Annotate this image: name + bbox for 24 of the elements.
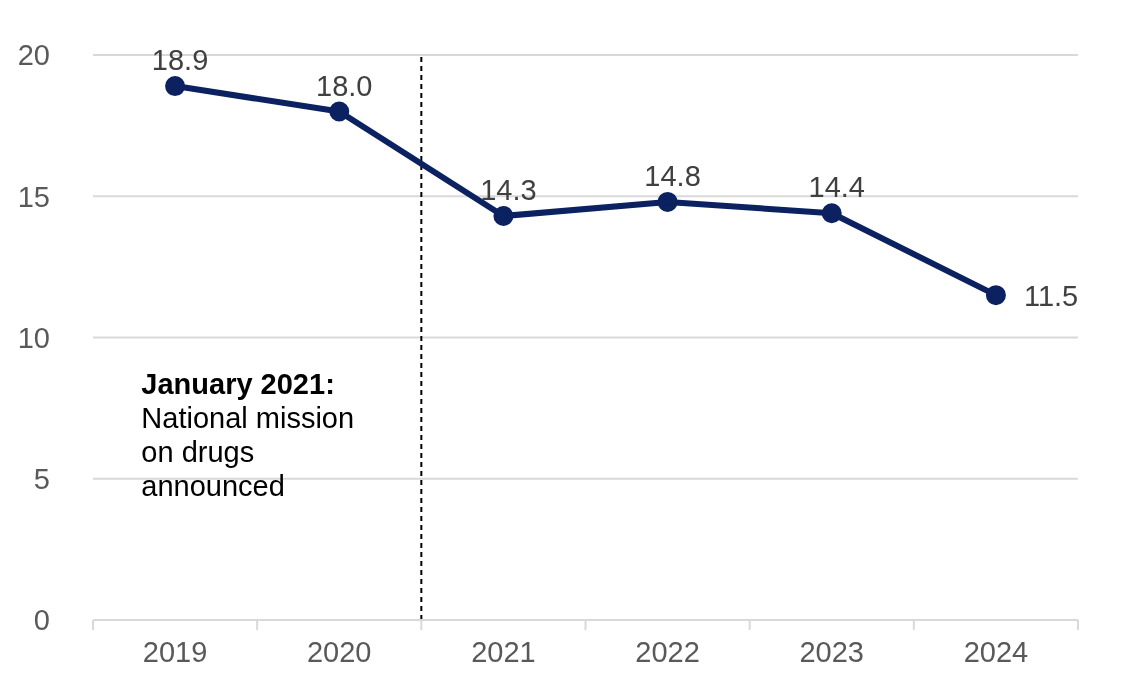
data-label: 18.9 bbox=[151, 44, 209, 77]
point bbox=[657, 191, 678, 212]
y-tick-label: 10 bbox=[17, 321, 50, 354]
point bbox=[329, 101, 350, 122]
x-tick-label: 2021 bbox=[471, 636, 536, 668]
data-label: 11.5 bbox=[1023, 280, 1079, 313]
point bbox=[821, 203, 842, 224]
x-tick-label: 2023 bbox=[799, 636, 865, 668]
x-tick-label: 2019 bbox=[142, 636, 208, 668]
x-tick-label: 2022 bbox=[635, 636, 700, 668]
y-tick-label: 0 bbox=[33, 604, 50, 637]
x-tick-label: 2020 bbox=[306, 636, 372, 668]
data-label: 14.4 bbox=[808, 171, 865, 204]
data-label: 14.3 bbox=[480, 174, 537, 207]
y-tick-label: 20 bbox=[17, 39, 50, 72]
x-tick-label: 2024 bbox=[963, 636, 1029, 668]
y-tick-label: 5 bbox=[33, 463, 50, 496]
point bbox=[165, 76, 186, 97]
ref-line-label: January 2021: National mission on drugs announced bbox=[141, 368, 355, 502]
data-label: 18.0 bbox=[316, 69, 373, 102]
point bbox=[493, 206, 514, 227]
point bbox=[985, 285, 1006, 306]
data-label: 14.8 bbox=[644, 159, 701, 192]
y-tick-label: 15 bbox=[17, 180, 50, 213]
